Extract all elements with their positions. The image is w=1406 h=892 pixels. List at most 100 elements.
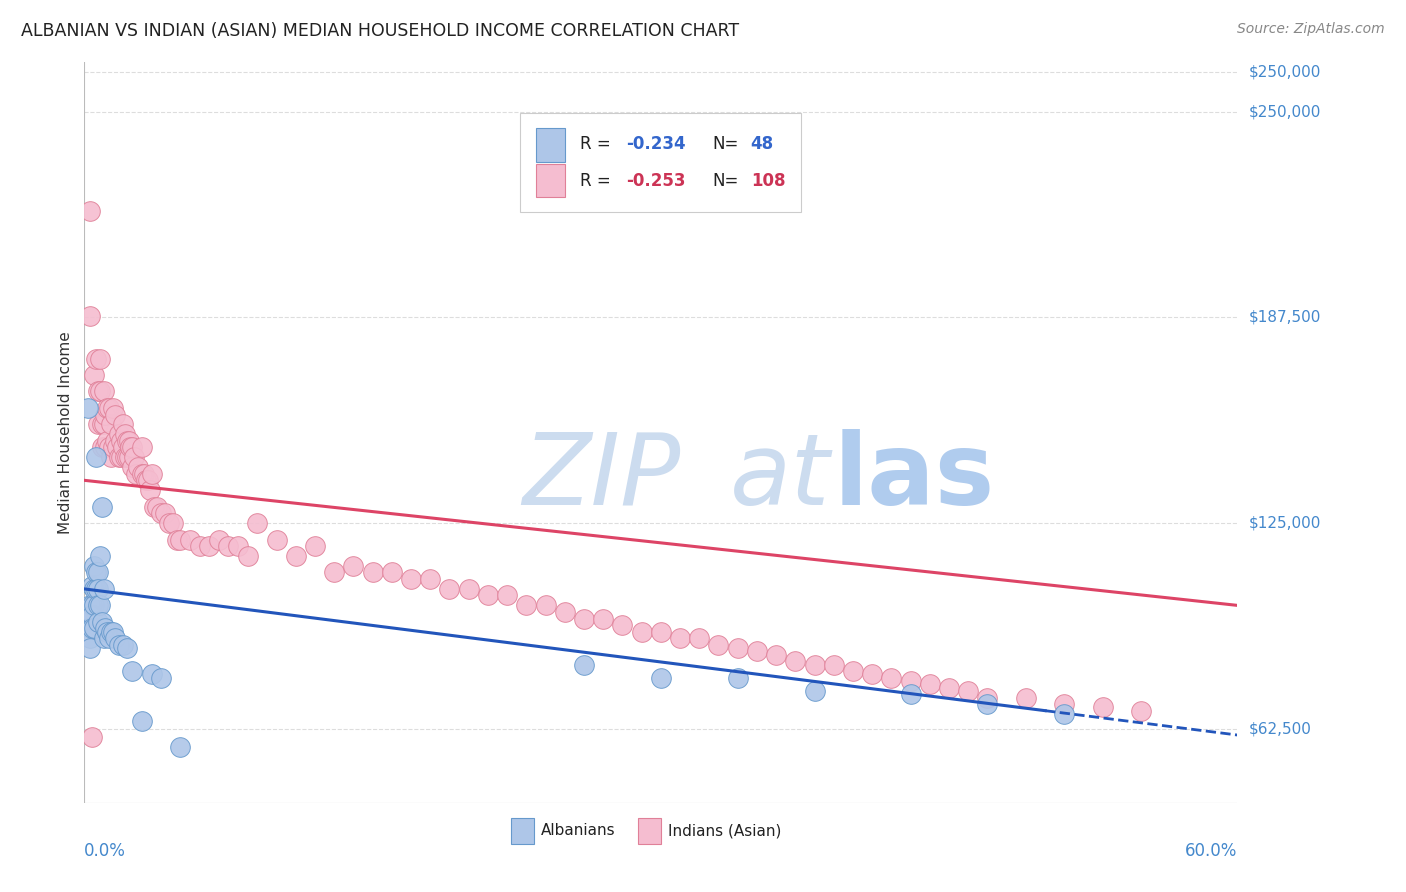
Point bbox=[110, 434, 132, 448]
Text: 48: 48 bbox=[751, 135, 773, 153]
Point bbox=[125, 467, 148, 481]
Text: 0.0%: 0.0% bbox=[84, 842, 127, 860]
Point bbox=[89, 549, 111, 563]
Point bbox=[669, 632, 692, 646]
Point bbox=[84, 566, 107, 580]
Text: $250,000: $250,000 bbox=[1249, 104, 1320, 120]
Text: R =: R = bbox=[581, 135, 616, 153]
Point bbox=[688, 632, 710, 646]
Text: -0.234: -0.234 bbox=[626, 135, 686, 153]
Point bbox=[111, 638, 134, 652]
Point bbox=[150, 671, 173, 685]
Point bbox=[87, 566, 110, 580]
Point bbox=[108, 638, 131, 652]
Point bbox=[87, 615, 110, 629]
Point bbox=[127, 460, 149, 475]
Point bbox=[1130, 704, 1153, 718]
Point bbox=[162, 516, 184, 530]
Point bbox=[1053, 697, 1076, 711]
Point bbox=[572, 657, 595, 672]
Point bbox=[84, 351, 107, 366]
Point bbox=[84, 450, 107, 465]
Y-axis label: Median Household Income: Median Household Income bbox=[58, 331, 73, 534]
Point bbox=[236, 549, 259, 563]
Point bbox=[399, 572, 422, 586]
Point bbox=[98, 401, 121, 415]
Point bbox=[104, 434, 127, 448]
Point bbox=[80, 730, 103, 744]
Point bbox=[96, 434, 118, 448]
Point bbox=[554, 605, 576, 619]
Point bbox=[266, 533, 288, 547]
Point bbox=[166, 533, 188, 547]
Point bbox=[477, 589, 499, 603]
Point bbox=[108, 450, 131, 465]
Text: ZIP: ZIP bbox=[523, 428, 681, 525]
Point bbox=[79, 621, 101, 635]
Point bbox=[79, 203, 101, 218]
Point bbox=[103, 624, 124, 639]
Point bbox=[104, 408, 127, 422]
Point bbox=[105, 441, 128, 455]
Text: $187,500: $187,500 bbox=[1249, 310, 1320, 325]
Point bbox=[124, 450, 146, 465]
Point bbox=[226, 539, 249, 553]
Text: Source: ZipAtlas.com: Source: ZipAtlas.com bbox=[1237, 22, 1385, 37]
Point bbox=[1091, 700, 1114, 714]
Point bbox=[650, 671, 672, 685]
Text: N=: N= bbox=[713, 135, 740, 153]
Point bbox=[284, 549, 307, 563]
Point bbox=[110, 450, 132, 465]
Point bbox=[84, 582, 107, 596]
Text: N=: N= bbox=[713, 172, 740, 190]
Point bbox=[957, 684, 980, 698]
Point bbox=[707, 638, 730, 652]
Text: $125,000: $125,000 bbox=[1249, 516, 1320, 531]
Point bbox=[132, 467, 155, 481]
Point bbox=[534, 599, 557, 613]
Point bbox=[803, 684, 825, 698]
Point bbox=[157, 516, 180, 530]
Point bbox=[141, 667, 163, 681]
Point bbox=[87, 599, 110, 613]
Point bbox=[111, 417, 134, 432]
Point bbox=[100, 624, 122, 639]
Point bbox=[342, 558, 364, 573]
Point bbox=[918, 677, 941, 691]
Point bbox=[79, 608, 101, 623]
Point bbox=[80, 608, 103, 623]
Text: Albanians: Albanians bbox=[541, 823, 616, 838]
Point bbox=[131, 441, 153, 455]
Point bbox=[93, 582, 115, 596]
Point bbox=[79, 309, 101, 323]
Point bbox=[100, 417, 122, 432]
Point bbox=[860, 667, 883, 681]
Point bbox=[381, 566, 404, 580]
Text: las: las bbox=[834, 428, 995, 525]
Point bbox=[1015, 690, 1038, 705]
Point bbox=[121, 460, 143, 475]
Point bbox=[142, 500, 165, 514]
Point bbox=[179, 533, 201, 547]
Point bbox=[90, 500, 112, 514]
Point bbox=[100, 450, 122, 465]
Point bbox=[842, 664, 865, 678]
Point bbox=[98, 441, 121, 455]
Point bbox=[727, 671, 749, 685]
Point bbox=[94, 408, 117, 422]
Point bbox=[117, 450, 139, 465]
Point bbox=[803, 657, 825, 672]
Point bbox=[457, 582, 479, 596]
Point bbox=[592, 611, 614, 625]
Point bbox=[80, 599, 103, 613]
Point bbox=[630, 624, 652, 639]
Point bbox=[169, 739, 191, 754]
Point bbox=[87, 582, 110, 596]
Point bbox=[976, 690, 998, 705]
Point bbox=[246, 516, 269, 530]
Point bbox=[515, 599, 537, 613]
Point bbox=[89, 599, 111, 613]
Point bbox=[208, 533, 231, 547]
Point bbox=[765, 648, 787, 662]
Bar bbox=[536, 164, 565, 197]
